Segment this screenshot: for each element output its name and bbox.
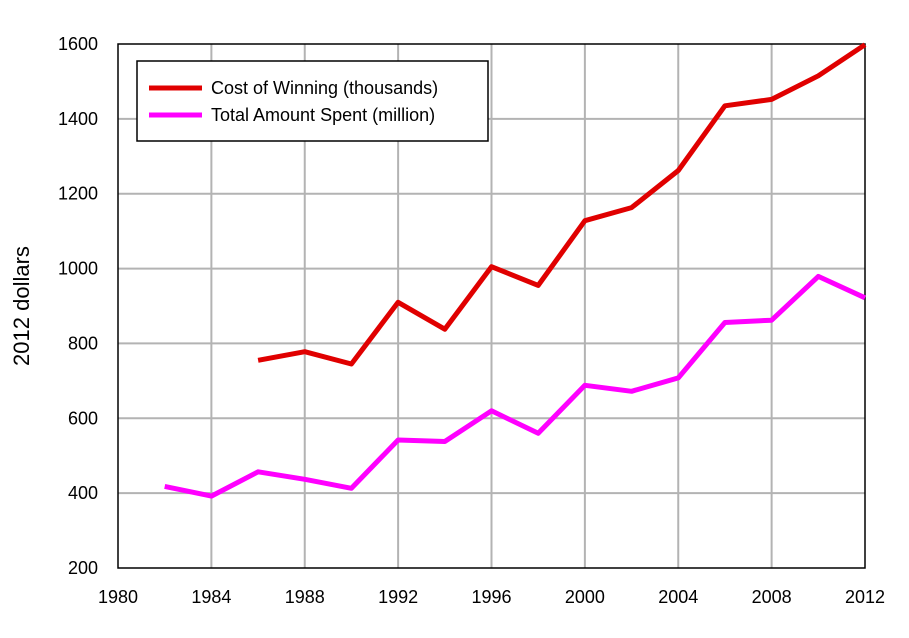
plot-area-border [117,43,866,569]
x-tick-label: 2012 [845,587,885,607]
y-tick-label: 1000 [58,259,98,279]
y-axis-tick-labels: 200 400 600 800 1000 1200 1400 1600 [58,34,98,578]
x-tick-label: 2008 [752,587,792,607]
y-tick-label: 1600 [58,34,98,54]
series-line-0 [257,42,867,367]
x-axis-tick-labels: 1980 1984 1988 1992 1996 2000 2004 2008 2012 [98,587,885,607]
x-tick-label: 2000 [565,587,605,607]
y-tick-label: 600 [68,408,98,428]
x-tick-label: 2004 [658,587,698,607]
x-tick-label: 1988 [285,587,325,607]
x-tick-label: 1992 [378,587,418,607]
y-tick-label: 200 [68,558,98,578]
x-tick-label: 1984 [191,587,231,607]
series-line-1 [164,273,867,499]
legend-label-total-amount-spent: Total Amount Spent (million) [211,105,435,125]
x-tick-label: 1996 [471,587,511,607]
y-tick-label: 1200 [58,184,98,204]
y-axis-label: 2012 dollars [9,246,34,366]
x-tick-label: 1980 [98,587,138,607]
y-tick-label: 800 [68,333,98,353]
legend-box [136,60,489,142]
legend: Cost of Winning (thousands) Total Amount… [136,60,489,142]
y-tick-label: 1400 [58,109,98,129]
y-tick-label: 400 [68,483,98,503]
series-lines [164,42,867,499]
legend-label-cost-of-winning: Cost of Winning (thousands) [211,78,438,98]
